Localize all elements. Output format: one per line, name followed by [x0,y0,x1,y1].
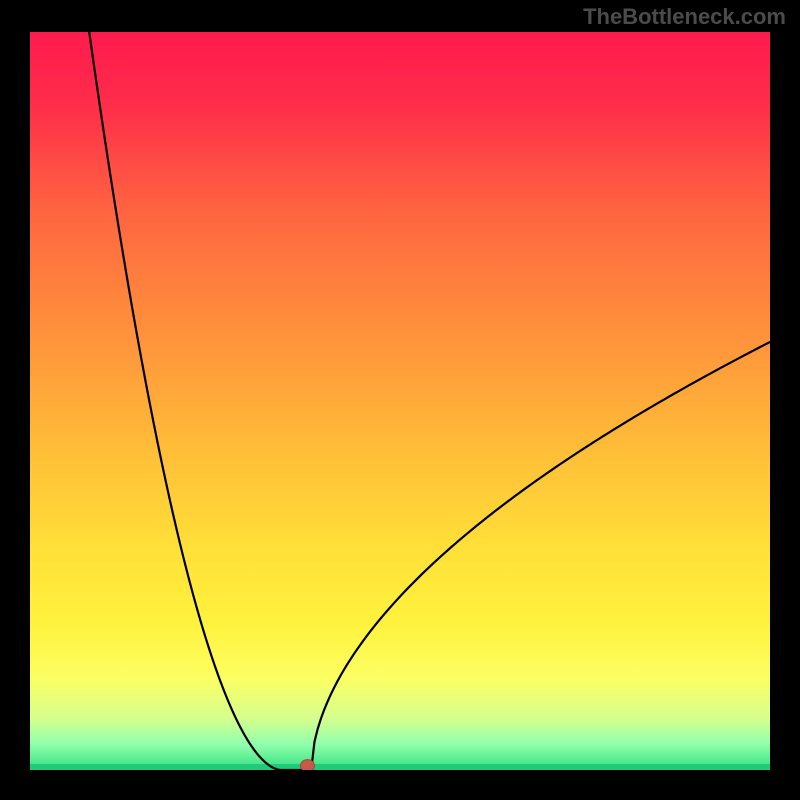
bottleneck-chart [0,0,800,800]
watermark-text: TheBottleneck.com [583,4,786,30]
gradient-background [30,32,770,770]
baseline-strip [30,764,770,770]
valley-marker [301,760,315,772]
